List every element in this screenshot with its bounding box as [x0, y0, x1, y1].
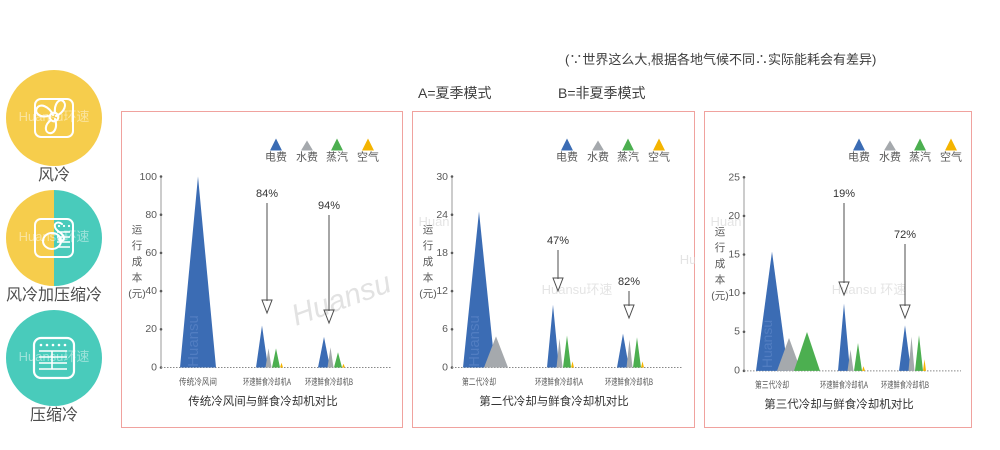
svg-text:第二代冷却: 第二代冷却 — [462, 376, 496, 387]
svg-text:运: 运 — [423, 224, 434, 236]
svg-text:82%: 82% — [618, 276, 640, 288]
svg-text:72%: 72% — [894, 229, 916, 241]
svg-text:电费: 电费 — [265, 151, 287, 164]
svg-text:(元): (元) — [128, 288, 146, 300]
svg-text:成: 成 — [715, 258, 726, 270]
svg-text:19%: 19% — [833, 188, 855, 200]
svg-text:空气: 空气 — [940, 150, 962, 164]
svg-text:Huansu: Huansu — [185, 315, 202, 367]
svg-text:蒸汽: 蒸汽 — [909, 150, 931, 164]
svg-text:第三代冷却与鲜食冷却机对比: 第三代冷却与鲜食冷却机对比 — [764, 397, 914, 411]
svg-text:30: 30 — [436, 171, 448, 183]
svg-text:蒸汽: 蒸汽 — [617, 150, 639, 164]
svg-text:环速鲜食冷却机A: 环速鲜食冷却机A — [535, 376, 584, 387]
svg-text:Huansu: Huansu — [287, 266, 396, 332]
svg-text:20: 20 — [145, 323, 157, 335]
svg-text:本: 本 — [715, 273, 726, 286]
svg-text:6: 6 — [442, 323, 448, 335]
svg-text:18: 18 — [436, 247, 448, 259]
svg-text:Huansu 环速: Huansu 环速 — [832, 282, 906, 297]
svg-text:(元): (元) — [711, 290, 729, 302]
svg-text:100: 100 — [139, 171, 157, 183]
svg-text:Huansu: Huansu — [466, 315, 483, 367]
svg-text:第二代冷却与鲜食冷却机对比: 第二代冷却与鲜食冷却机对比 — [479, 394, 629, 408]
svg-text:空气: 空气 — [357, 150, 379, 164]
svg-text:0: 0 — [442, 362, 448, 374]
svg-text:环速鲜食冷却机A: 环速鲜食冷却机A — [243, 376, 292, 387]
svg-text:Huansu环速: Huansu环速 — [19, 349, 90, 364]
svg-text:环速鲜食冷却机B: 环速鲜食冷却机B — [881, 379, 929, 390]
svg-text:环速鲜食冷却机A: 环速鲜食冷却机A — [820, 379, 869, 390]
svg-text:5: 5 — [734, 326, 740, 338]
svg-text:0: 0 — [151, 362, 157, 374]
svg-text:Huansu环速: Huansu环速 — [19, 229, 90, 244]
svg-text:Huansu环速: Huansu环速 — [542, 282, 613, 297]
svg-text:行: 行 — [132, 239, 143, 252]
svg-text:10: 10 — [728, 287, 740, 299]
svg-text:环速鲜食冷却机B: 环速鲜食冷却机B — [305, 376, 353, 387]
svg-text:20: 20 — [728, 210, 740, 222]
svg-text:0: 0 — [734, 365, 740, 377]
svg-text:成: 成 — [423, 256, 434, 268]
svg-text:80: 80 — [145, 209, 157, 221]
svg-text:(元): (元) — [419, 288, 437, 300]
svg-text:环速鲜食冷却机B: 环速鲜食冷却机B — [605, 376, 653, 387]
svg-text:第三代冷却: 第三代冷却 — [755, 379, 789, 390]
svg-text:Hu: Hu — [680, 252, 695, 267]
svg-text:水费: 水费 — [587, 151, 609, 164]
svg-text:传统冷风间与鲜食冷却机对比: 传统冷风间与鲜食冷却机对比 — [188, 394, 338, 408]
svg-text:60: 60 — [145, 247, 157, 259]
svg-text:运: 运 — [132, 224, 143, 236]
svg-text:本: 本 — [132, 271, 143, 284]
svg-text:行: 行 — [715, 241, 726, 254]
svg-text:84%: 84% — [256, 188, 278, 200]
svg-text:运: 运 — [715, 226, 726, 238]
svg-text:成: 成 — [132, 256, 143, 268]
svg-text:94%: 94% — [318, 200, 340, 212]
svg-text:24: 24 — [436, 209, 448, 221]
svg-text:电费: 电费 — [556, 151, 578, 164]
svg-text:传统冷风间: 传统冷风间 — [179, 376, 217, 387]
svg-text:电费: 电费 — [848, 151, 870, 164]
svg-text:蒸汽: 蒸汽 — [326, 150, 348, 164]
svg-text:47%: 47% — [547, 235, 569, 247]
svg-text:行: 行 — [423, 239, 434, 252]
svg-text:15: 15 — [728, 249, 740, 261]
svg-text:本: 本 — [423, 271, 434, 284]
svg-text:40: 40 — [145, 285, 157, 297]
svg-text:Huansu环速: Huansu环速 — [19, 109, 90, 124]
svg-text:空气: 空气 — [648, 150, 670, 164]
svg-text:水费: 水费 — [879, 151, 901, 164]
svg-text:12: 12 — [436, 285, 448, 297]
svg-text:水费: 水费 — [296, 151, 318, 164]
svg-text:25: 25 — [728, 172, 740, 184]
svg-text:Huansu: Huansu — [759, 320, 775, 368]
